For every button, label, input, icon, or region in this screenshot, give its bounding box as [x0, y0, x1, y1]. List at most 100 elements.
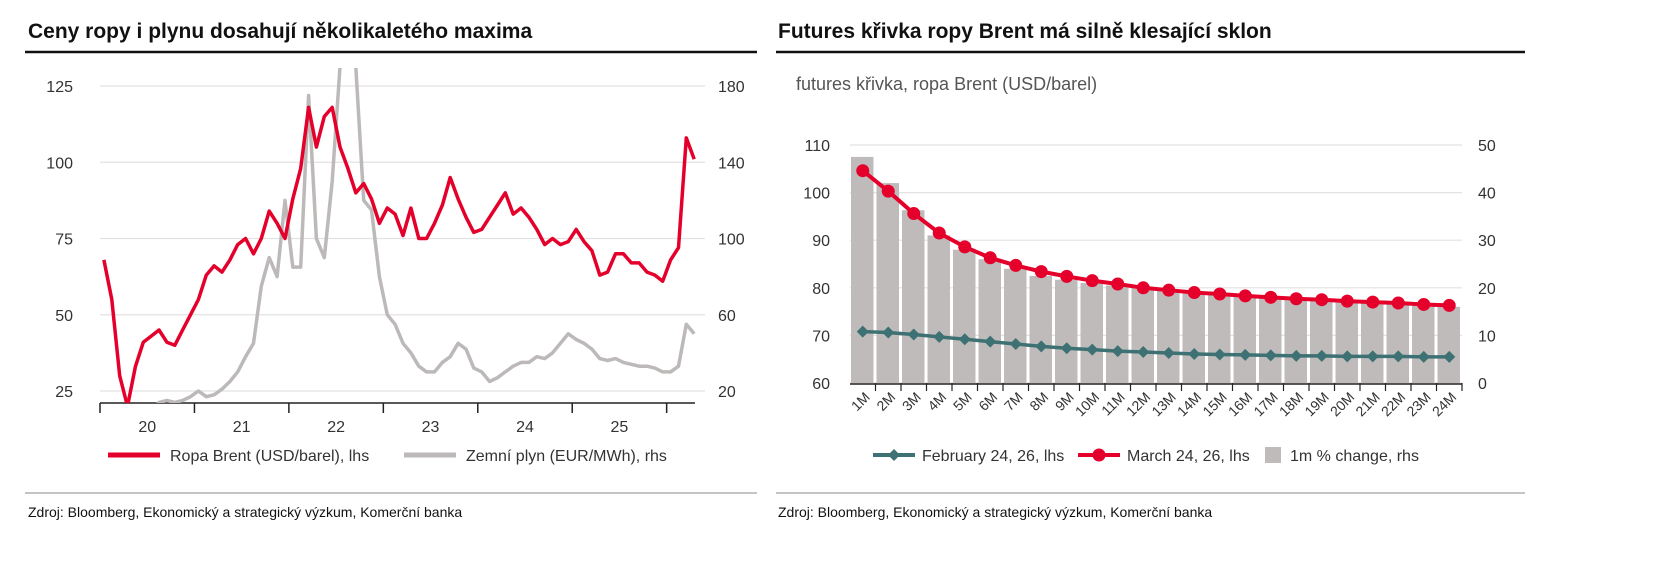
legend-mar-label: March 24, 26, lhs — [1127, 448, 1250, 465]
x-tick-label: 13M — [1148, 389, 1179, 420]
bar-1m-change — [1437, 306, 1460, 383]
left-chart-title: Ceny ropy i plynu dosahují několikaletéh… — [28, 20, 532, 43]
x-tick-label: 11M — [1098, 389, 1128, 419]
x-tick-label: 7M — [1001, 389, 1026, 414]
feb-marker — [1392, 350, 1405, 363]
y-right-tick-label: 20 — [718, 384, 736, 401]
y-right-tick-label: 20 — [1478, 281, 1496, 298]
feb-marker — [1366, 350, 1379, 363]
bar-1m-change — [1182, 292, 1205, 383]
y-right-tick-label: 30 — [1478, 233, 1496, 250]
x-tick-label: 3M — [899, 389, 924, 414]
feb-marker — [1213, 348, 1226, 361]
x-tick-label: 25 — [611, 419, 629, 436]
mar-marker — [907, 207, 921, 221]
x-tick-label: 24 — [516, 419, 534, 436]
mar-marker — [1009, 258, 1023, 272]
feb-marker — [1443, 350, 1456, 363]
y-right-tick-label: 180 — [718, 79, 745, 96]
y-left-tick-label: 110 — [804, 138, 830, 155]
y-right-tick-label: 60 — [718, 308, 736, 325]
x-tick-label: 24M — [1429, 389, 1460, 420]
mar-marker — [1187, 286, 1201, 300]
y-left-tick-label: 50 — [55, 308, 73, 325]
right-chart: 60 70 80 90 100 110 0 10 20 30 40 50 1M 2M 3M 4M 5M 6M 7M 8… — [803, 138, 1496, 465]
feb-marker — [1188, 347, 1201, 360]
x-tick-label: 8M — [1026, 389, 1051, 414]
bar-1m-change — [1157, 290, 1180, 383]
feb-marker — [933, 330, 946, 343]
feb-marker — [1035, 340, 1048, 353]
x-tick-label: 15M — [1199, 389, 1230, 420]
mar-marker — [1136, 281, 1150, 295]
feb-marker — [984, 335, 997, 348]
y-left-tick-label: 75 — [55, 232, 73, 249]
x-tick-label: 16M — [1225, 389, 1256, 420]
feb-marker — [1417, 350, 1430, 363]
y-right-tick-label: 10 — [1478, 328, 1496, 345]
x-tick-label: 23 — [422, 419, 440, 436]
feb-marker — [907, 328, 920, 341]
feb-marker — [1009, 337, 1022, 350]
y-left-tick-label: 100 — [803, 186, 830, 203]
right-chart-title: Futures křivka ropy Brent má silně klesa… — [778, 20, 1272, 43]
bar-1m-change — [1106, 285, 1129, 383]
x-tick-label: 12M — [1123, 389, 1154, 420]
mar-marker — [1289, 292, 1303, 306]
mar-marker — [1315, 293, 1329, 307]
y-right-tick-label: 50 — [1478, 138, 1496, 155]
legend-bars-swatch — [1265, 447, 1281, 463]
bar-1m-change — [953, 249, 976, 383]
mar-marker — [1111, 277, 1125, 291]
x-tick-label: 1M — [848, 389, 873, 414]
x-tick-label: 17M — [1250, 389, 1281, 420]
bar-1m-change — [1412, 305, 1435, 383]
mar-marker — [1366, 295, 1380, 309]
feb-marker — [1315, 349, 1328, 362]
legend-feb-marker — [888, 449, 900, 461]
mar-line — [861, 169, 1450, 308]
x-tick-label: 23M — [1403, 389, 1434, 420]
mar-marker — [1417, 297, 1431, 311]
legend-gas-label: Zemní plyn (EUR/MWh), rhs — [466, 448, 667, 465]
y-left-tick-label: 125 — [46, 79, 73, 96]
y-right-tick-label: 100 — [718, 232, 745, 249]
feb-marker — [1162, 347, 1175, 360]
feb-marker — [1290, 349, 1303, 362]
bar-1m-change — [927, 235, 950, 383]
mar-marker — [1162, 283, 1176, 297]
bar-1m-change — [1335, 302, 1358, 383]
bar-1m-change — [978, 259, 1001, 383]
mar-marker — [881, 184, 895, 198]
y-left-tick-label: 70 — [812, 328, 830, 345]
feb-marker — [1137, 346, 1150, 359]
bar-1m-change — [1259, 297, 1282, 383]
mar-marker — [1034, 265, 1048, 279]
right-chart-subtitle: futures křivka, ropa Brent (USD/barel) — [796, 74, 1097, 94]
bar-1m-change — [1386, 304, 1409, 383]
x-tick-label: 5M — [950, 389, 975, 414]
right-source: Zdroj: Bloomberg, Ekonomický a strategic… — [778, 504, 1212, 520]
bar-1m-change — [1004, 268, 1027, 383]
feb-marker — [882, 326, 895, 339]
mar-marker — [932, 226, 946, 240]
y-left-tick-label: 60 — [812, 376, 830, 393]
x-tick-label: 6M — [975, 389, 1000, 414]
feb-marker — [1111, 345, 1124, 358]
bar-1m-change — [1055, 279, 1078, 383]
x-tick-label: 21M — [1352, 389, 1383, 420]
feb-marker — [1060, 342, 1073, 355]
bar-1m-change — [1284, 299, 1307, 383]
left-chart: 25 50 75 100 125 20 60 100 140 180 20 21 22 23 24 25 Rop… — [46, 68, 745, 465]
brent-line — [102, 105, 696, 403]
mar-marker — [1264, 290, 1278, 304]
y-left-tick-label: 100 — [46, 155, 73, 172]
bar-1m-change — [1361, 303, 1384, 383]
x-tick-label: 20M — [1327, 389, 1358, 420]
mar-marker — [1238, 289, 1252, 303]
y-left-tick-label: 90 — [812, 233, 830, 250]
legend-brent-label: Ropa Brent (USD/barel), lhs — [170, 448, 369, 465]
mar-marker — [1085, 274, 1099, 288]
mar-marker — [1213, 287, 1227, 301]
